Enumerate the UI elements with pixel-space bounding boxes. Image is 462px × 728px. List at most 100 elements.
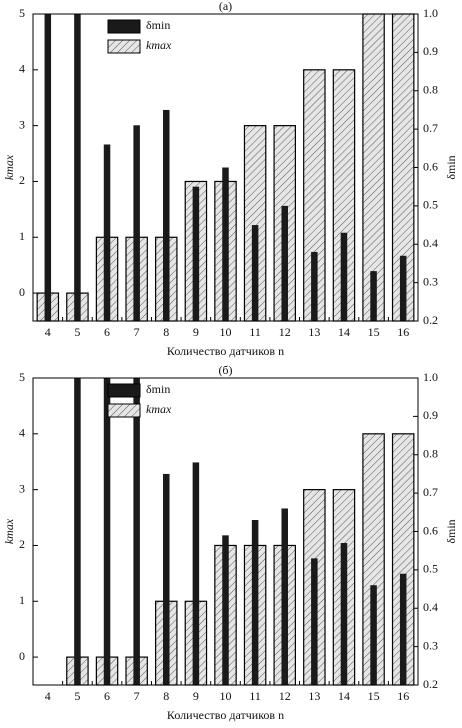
x-tick-label: 5 (74, 325, 80, 339)
y2-tick-label: 0.4 (423, 600, 438, 614)
x-tick-label: 12 (279, 689, 291, 703)
x-tick-label: 4 (45, 325, 51, 339)
y2-tick-label: 0.9 (423, 44, 438, 58)
delta-bar (340, 543, 348, 685)
legend-label: δmin (146, 382, 170, 396)
x-tick-label: 8 (163, 325, 169, 339)
y-tick-label: 1 (19, 229, 25, 243)
y2-tick-label: 0.2 (423, 677, 438, 691)
y-tick-label: 2 (19, 537, 25, 551)
x-tick-label: 6 (104, 325, 110, 339)
delta-bar (251, 225, 259, 321)
y2-tick-label: 0.7 (423, 485, 438, 499)
y-tick-label: 5 (19, 6, 25, 20)
x-tick-label: 7 (134, 325, 140, 339)
x-tick-label: 5 (74, 689, 80, 703)
x-axis-label: Количество датчиков n (167, 708, 284, 722)
delta-bar (311, 251, 318, 321)
delta-bar (163, 473, 170, 685)
y-tick-label: 0 (19, 285, 25, 299)
delta-bar (103, 378, 111, 685)
y-tick-label: 1 (19, 593, 25, 607)
y-tick-label: 4 (19, 62, 25, 76)
x-tick-label: 8 (163, 689, 169, 703)
x-tick-label: 4 (45, 689, 51, 703)
delta-bar (103, 144, 111, 321)
legend-label: δmin (146, 18, 170, 32)
x-tick-label: 16 (397, 325, 409, 339)
delta-bar (251, 519, 259, 685)
x-tick-label: 11 (249, 689, 261, 703)
delta-bar (74, 14, 81, 321)
x-tick-label: 11 (249, 325, 261, 339)
delta-bar (370, 271, 377, 321)
x-tick-label: 9 (193, 325, 199, 339)
delta-bar (133, 125, 140, 321)
delta-bar (399, 573, 407, 685)
y2-tick-label: 0.2 (423, 313, 438, 327)
y2-tick-label: 0.6 (423, 159, 438, 173)
y2-tick-label: 0.4 (423, 236, 438, 250)
delta-bar (222, 167, 229, 321)
x-tick-label: 10 (220, 325, 232, 339)
x-tick-label: 12 (279, 325, 291, 339)
y-tick-label: 2 (19, 173, 25, 187)
plot-frame (32, 377, 419, 686)
x-tick-label: 13 (308, 689, 320, 703)
delta-bar (340, 232, 348, 321)
y-axis-label: kmax (2, 518, 16, 544)
delta-bar (163, 109, 170, 321)
y-tick-label: 0 (19, 649, 25, 663)
x-tick-label: 9 (193, 689, 199, 703)
y-axis-label: kmax (2, 154, 16, 180)
y2-tick-label: 0.3 (423, 638, 438, 652)
delta-bar (311, 558, 318, 685)
x-tick-label: 14 (338, 325, 350, 339)
y2-axis-label: δmin (444, 519, 458, 543)
x-axis-label: Количество датчиков n (167, 344, 284, 358)
x-tick-label: 6 (104, 689, 110, 703)
y2-tick-label: 0.7 (423, 121, 438, 135)
chart-title: (б) (218, 364, 232, 377)
legend-swatch (107, 403, 141, 418)
y-tick-label: 3 (19, 481, 25, 495)
delta-bar (399, 255, 407, 321)
x-tick-label: 7 (134, 689, 140, 703)
legend-label: kmax (146, 402, 172, 416)
y2-tick-label: 0.8 (423, 447, 438, 461)
x-tick-label: 10 (220, 689, 232, 703)
y2-tick-label: 0.5 (423, 562, 438, 576)
delta-bar (222, 535, 229, 685)
y-tick-label: 5 (19, 370, 25, 384)
x-tick-label: 15 (368, 689, 380, 703)
delta-bar (370, 585, 377, 685)
delta-bar (133, 378, 140, 685)
x-tick-label: 13 (308, 325, 320, 339)
delta-bar (281, 508, 288, 685)
delta-bar (44, 14, 52, 321)
legend-swatch (107, 19, 141, 34)
y2-tick-label: 0.3 (423, 274, 438, 288)
plot-frame (32, 13, 419, 322)
x-tick-label: 14 (338, 689, 350, 703)
y2-tick-label: 0.6 (423, 523, 438, 537)
y-tick-label: 3 (19, 117, 25, 131)
x-tick-label: 15 (368, 325, 380, 339)
delta-bar (74, 378, 81, 685)
y2-tick-label: 0.9 (423, 408, 438, 422)
y2-tick-label: 0.5 (423, 198, 438, 212)
delta-bar (281, 205, 288, 321)
y2-tick-label: 1.0 (423, 370, 438, 384)
y2-tick-label: 0.8 (423, 83, 438, 97)
y2-tick-label: 1.0 (423, 6, 438, 20)
delta-bar (192, 186, 200, 321)
chart-title: (а) (219, 0, 232, 13)
y-tick-label: 4 (19, 426, 25, 440)
legend-swatch (107, 39, 141, 54)
delta-bar (192, 462, 200, 685)
y2-axis-label: δmin (444, 155, 458, 179)
legend-swatch (107, 383, 141, 398)
